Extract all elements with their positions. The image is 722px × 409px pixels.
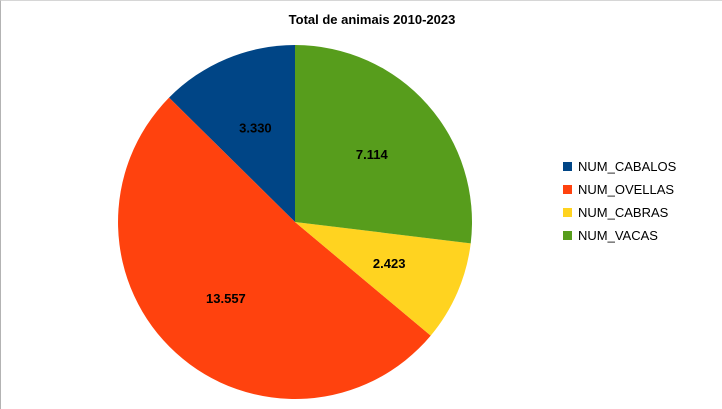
legend-swatch-num-ovellas [563, 185, 572, 194]
legend-label-num-vacas: NUM_VACAS [578, 228, 658, 243]
value-label-num-vacas: 7.114 [356, 147, 389, 162]
legend: NUM_CABALOS NUM_OVELLAS NUM_CABRAS NUM_VACA… [563, 159, 677, 243]
value-label-num-cabalos: 3.330 [239, 120, 272, 135]
pie-value-labels: 3.330 13.557 2.423 7.114 [206, 120, 405, 306]
value-label-num-ovellas: 13.557 [206, 291, 246, 306]
pie-slices [118, 45, 472, 399]
pie-slice-num-vacas [295, 45, 472, 244]
chart-title: Total de animais 2010-2023 [289, 12, 456, 27]
pie-slice-num-cabras [295, 222, 471, 336]
legend-label-num-ovellas: NUM_OVELLAS [578, 182, 674, 197]
pie-slice-num-ovellas [118, 97, 431, 399]
legend-swatch-num-cabras [563, 208, 572, 217]
value-label-num-cabras: 2.423 [373, 256, 406, 271]
legend-label-num-cabras: NUM_CABRAS [578, 205, 669, 220]
legend-label-num-cabalos: NUM_CABALOS [578, 159, 677, 174]
legend-swatch-num-cabalos [563, 162, 572, 171]
pie-slice-num-cabalos [169, 45, 295, 222]
legend-swatch-num-vacas [563, 231, 572, 240]
